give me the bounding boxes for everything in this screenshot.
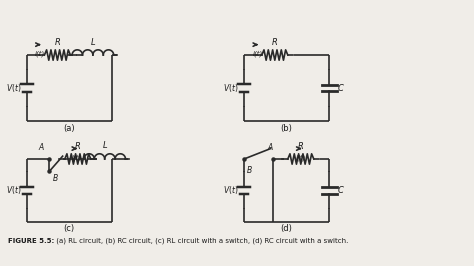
Text: $V(t)$: $V(t)$ <box>6 82 21 94</box>
Text: (d): (d) <box>281 224 292 233</box>
Text: R: R <box>75 142 81 151</box>
Text: i(t): i(t) <box>35 50 46 57</box>
Text: R: R <box>272 39 278 47</box>
Text: R: R <box>55 39 60 47</box>
Text: (b): (b) <box>281 124 292 133</box>
Text: $V(t)$: $V(t)$ <box>223 184 238 196</box>
Text: C: C <box>337 186 344 195</box>
Text: B: B <box>247 166 252 174</box>
Text: (a): (a) <box>64 124 75 133</box>
Text: C: C <box>337 84 344 93</box>
Text: $V(t)$: $V(t)$ <box>6 184 21 196</box>
Text: L: L <box>102 142 107 151</box>
Text: $V(t)$: $V(t)$ <box>223 82 238 94</box>
Text: R: R <box>298 142 304 151</box>
Text: A: A <box>38 143 44 152</box>
Text: i(t): i(t) <box>296 154 306 161</box>
Text: (c): (c) <box>64 224 75 233</box>
Text: i(t): i(t) <box>253 50 263 57</box>
Text: B: B <box>53 174 58 183</box>
Text: i(t): i(t) <box>72 154 82 161</box>
Text: FIGURE 5.5:: FIGURE 5.5: <box>8 238 54 244</box>
Text: A: A <box>267 143 272 152</box>
Text: (a) RL circuit, (b) RC circuit, (c) RL circuit with a switch, (d) RC circuit wit: (a) RL circuit, (b) RC circuit, (c) RL c… <box>54 238 348 244</box>
Text: L: L <box>91 38 95 47</box>
